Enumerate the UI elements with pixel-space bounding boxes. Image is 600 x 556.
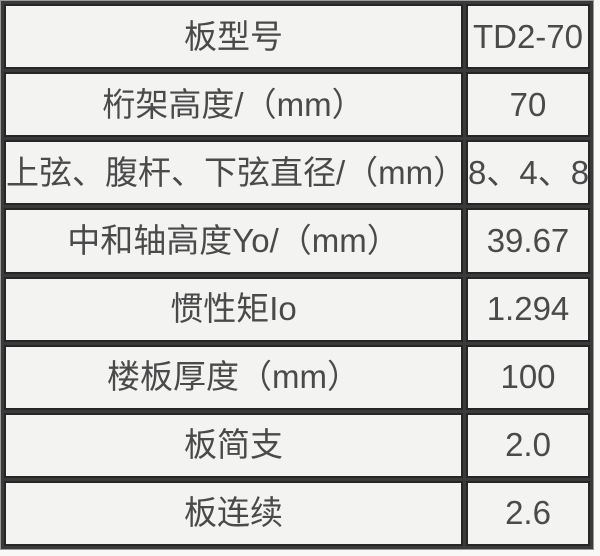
table-row: 楼板厚度（mm） 100 [4,344,590,410]
spec-table: 板型号 TD2-70 桁架高度/（mm） 70 上弦、腹杆、下弦直径/（mm） … [0,0,594,550]
row-label: 中和轴高度Yo/（mm） [4,208,463,274]
row-value: 1.294 [466,276,590,342]
table-row: 桁架高度/（mm） 70 [4,72,590,138]
row-label: 惯性矩Io [4,276,463,342]
row-label: 桁架高度/（mm） [4,72,463,138]
table-row: 板型号 TD2-70 [4,4,590,70]
table-row: 中和轴高度Yo/（mm） 39.67 [4,208,590,274]
table-row: 惯性矩Io 1.294 [4,276,590,342]
row-label: 板简支 [4,412,463,478]
row-value: 70 [466,72,590,138]
row-label: 板型号 [4,4,463,70]
row-value: 8、4、8 [466,140,590,206]
table-row: 板简支 2.0 [4,412,590,478]
row-label: 板连续 [4,480,463,546]
row-value: 2.6 [466,480,590,546]
row-value: TD2-70 [466,4,590,70]
row-value: 2.0 [466,412,590,478]
row-label: 楼板厚度（mm） [4,344,463,410]
row-value: 100 [466,344,590,410]
row-label: 上弦、腹杆、下弦直径/（mm） [4,140,463,206]
row-value: 39.67 [466,208,590,274]
table-row: 上弦、腹杆、下弦直径/（mm） 8、4、8 [4,140,590,206]
table-row: 板连续 2.6 [4,480,590,546]
spec-table-body: 板型号 TD2-70 桁架高度/（mm） 70 上弦、腹杆、下弦直径/（mm） … [4,4,590,546]
